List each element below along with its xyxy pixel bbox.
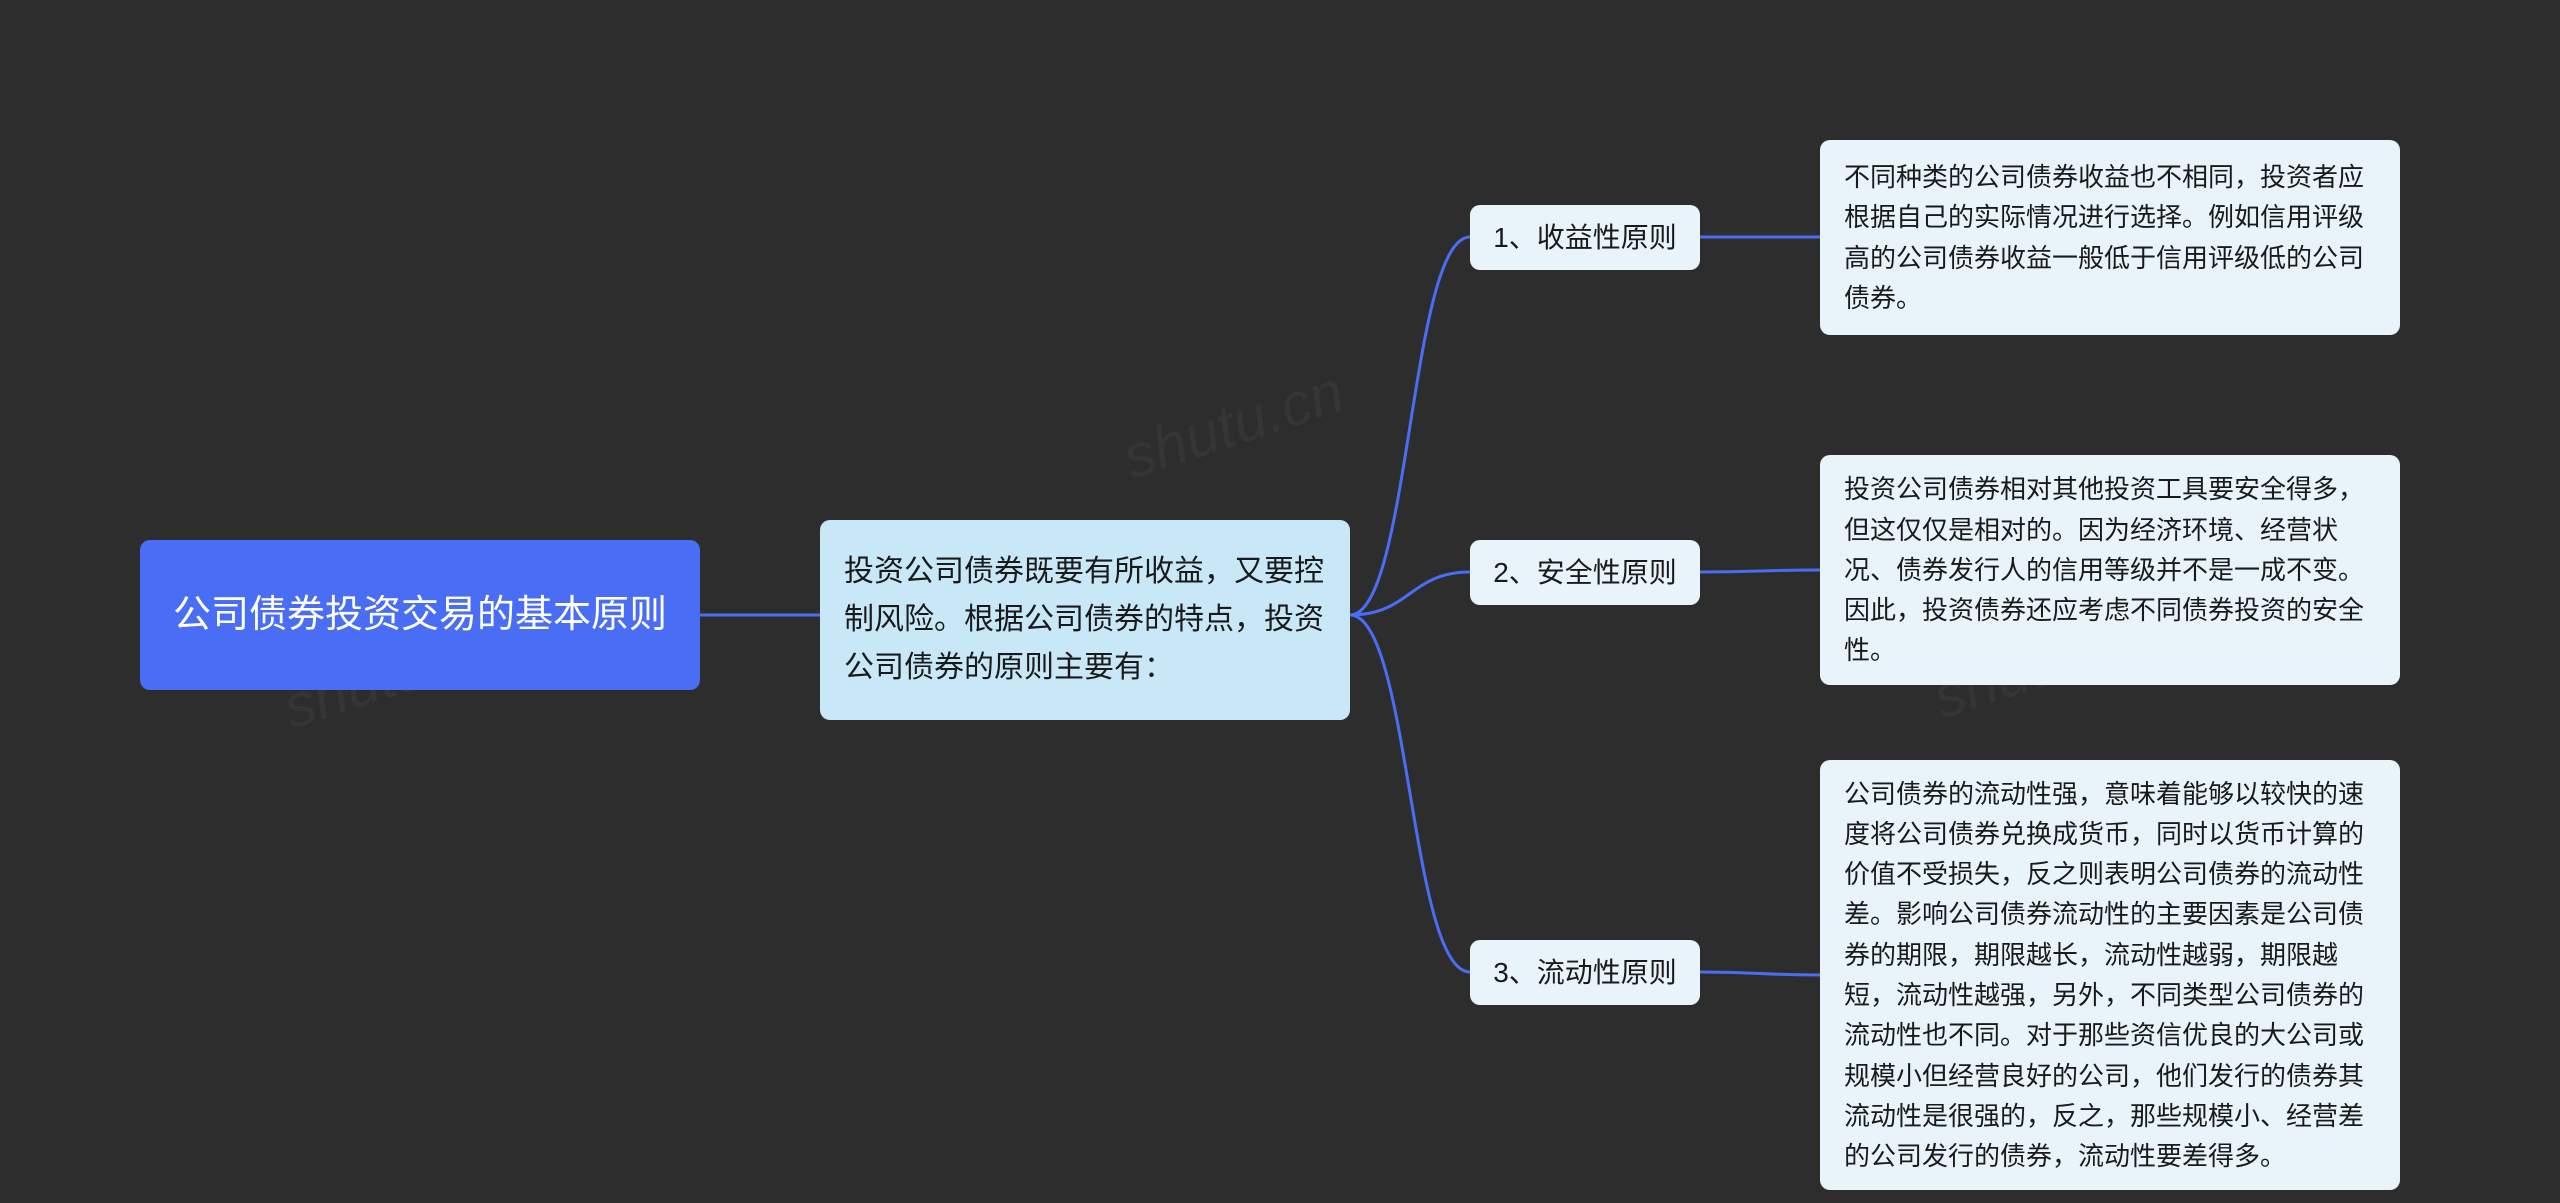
edge-l2-l3-2 xyxy=(1700,972,1820,975)
level3-text: 不同种类的公司债券收益也不相同，投资者应根据自己的实际情况进行选择。例如信用评级… xyxy=(1844,157,2376,318)
level3-node-0[interactable]: 不同种类的公司债券收益也不相同，投资者应根据自己的实际情况进行选择。例如信用评级… xyxy=(1820,140,2400,335)
level2-node-2[interactable]: 3、流动性原则 xyxy=(1470,940,1700,1005)
root-node[interactable]: 公司债券投资交易的基本原则 xyxy=(140,540,700,690)
level3-text: 投资公司债券相对其他投资工具要安全得多，但这仅仅是相对的。因为经济环境、经营状况… xyxy=(1844,469,2376,670)
level3-text: 公司债券的流动性强，意味着能够以较快的速度将公司债券兑换成货币，同时以货币计算的… xyxy=(1844,774,2376,1177)
edge-l1-l2-1 xyxy=(1350,572,1470,615)
edge-l1-l2-0 xyxy=(1350,237,1470,615)
watermark: shutu.cn xyxy=(1115,357,1352,493)
level2-text: 3、流动性原则 xyxy=(1493,952,1677,994)
level2-text: 1、收益性原则 xyxy=(1493,217,1677,259)
level2-node-0[interactable]: 1、收益性原则 xyxy=(1470,205,1700,270)
level1-node[interactable]: 投资公司债券既要有所收益，又要控制风险。根据公司债券的特点，投资公司债券的原则主… xyxy=(820,520,1350,720)
level3-node-2[interactable]: 公司债券的流动性强，意味着能够以较快的速度将公司债券兑换成货币，同时以货币计算的… xyxy=(1820,760,2400,1190)
level3-node-1[interactable]: 投资公司债券相对其他投资工具要安全得多，但这仅仅是相对的。因为经济环境、经营状况… xyxy=(1820,455,2400,685)
edge-l2-l3-1 xyxy=(1700,570,1820,572)
level2-text: 2、安全性原则 xyxy=(1493,552,1677,594)
root-text: 公司债券投资交易的基本原则 xyxy=(173,587,667,644)
level2-node-1[interactable]: 2、安全性原则 xyxy=(1470,540,1700,605)
edge-l1-l2-2 xyxy=(1350,615,1470,972)
level1-text: 投资公司债券既要有所收益，又要控制风险。根据公司债券的特点，投资公司债券的原则主… xyxy=(844,548,1326,692)
